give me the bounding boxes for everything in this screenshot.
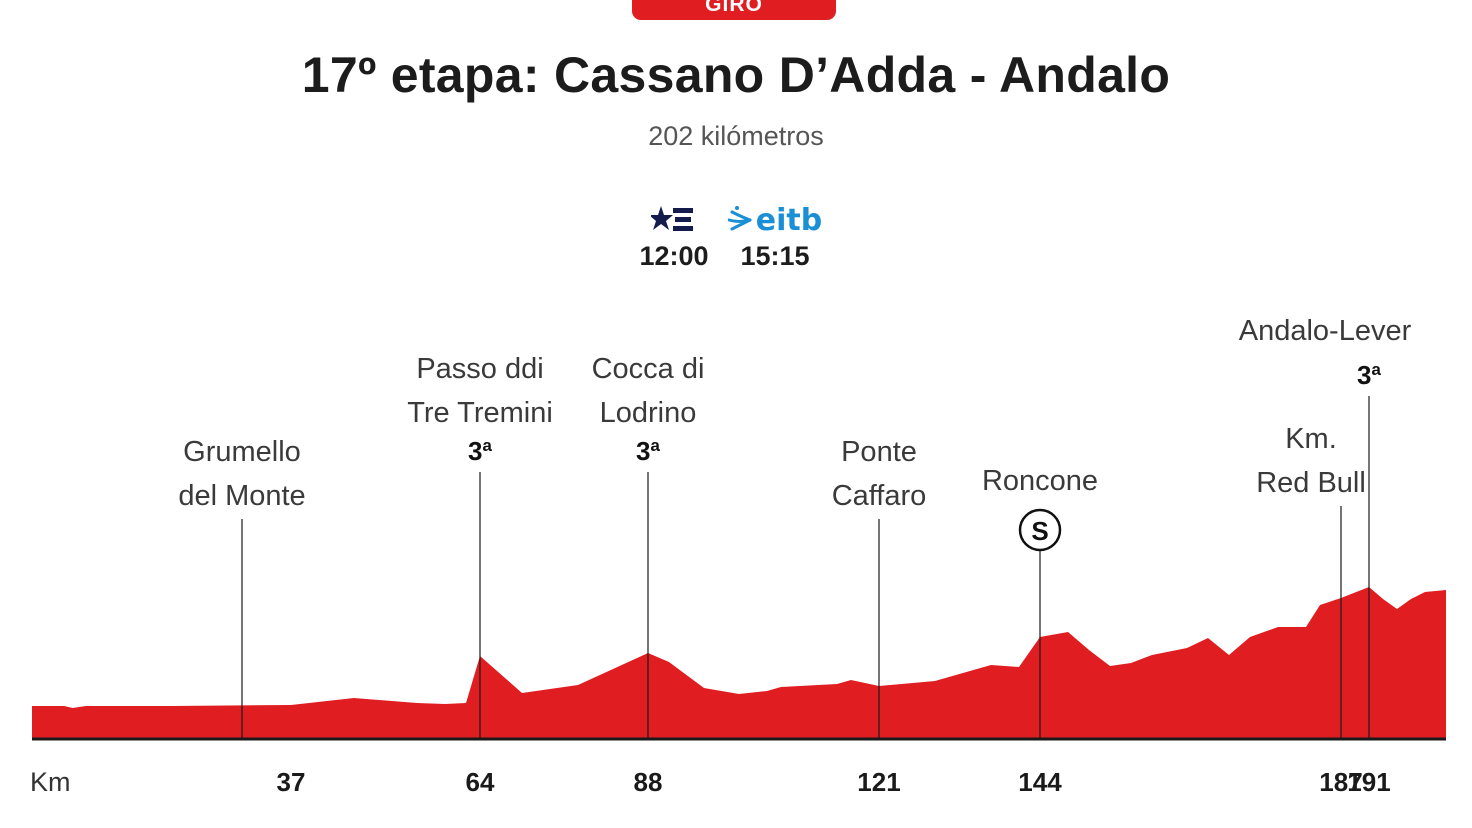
waypoint-name: Km. — [1285, 423, 1337, 455]
waypoint-name: Cocca di — [592, 353, 705, 385]
km-tick-label: 187 — [1319, 767, 1362, 797]
waypoint-name: Passo ddi — [416, 353, 543, 385]
km-tick-label: 64 — [466, 767, 495, 797]
stage-title: 17º etapa: Cassano D’Adda - Andalo — [301, 47, 1171, 103]
km-tick-label: 191 — [1347, 767, 1390, 797]
broadcast-time: 12:00 — [639, 241, 709, 271]
waypoint-name: del Monte — [178, 480, 305, 512]
climb-category-label: 3ª — [468, 436, 492, 466]
waypoint-name: Grumello — [183, 436, 301, 468]
waypoint-name: Tre Tremini — [407, 397, 553, 429]
broadcast-time: 15:15 — [740, 241, 810, 271]
eitb-logo-text: eitb — [755, 202, 823, 238]
sprint-label: S — [1031, 516, 1048, 546]
waypoint-name: Red Bull — [1256, 467, 1366, 499]
waypoint-name: Roncone — [982, 465, 1098, 497]
waypoint-name: Lodrino — [600, 397, 697, 429]
eurosport-icon — [630, 200, 718, 240]
climb-category-label: 3ª — [1357, 360, 1381, 390]
waypoint-name: Caffaro — [832, 480, 927, 512]
waypoint-name: Andalo-Lever — [1239, 315, 1412, 347]
eitb-icon: eitb — [726, 200, 824, 240]
stage-distance: 202 kilómetros — [648, 121, 824, 151]
km-tick-label: 121 — [857, 767, 900, 797]
km-tick-label: 144 — [1018, 767, 1062, 797]
climb-category-label: 3ª — [636, 436, 660, 466]
category-badge: GIRO — [632, 0, 836, 20]
x-axis-label: Km — [30, 767, 71, 797]
km-tick-label: 37 — [277, 767, 306, 797]
broadcast-eurosport: 12:00 — [630, 200, 718, 272]
km-tick-label: 88 — [634, 767, 663, 797]
waypoint-name: Ponte — [841, 436, 917, 468]
broadcast-eitb: eitb 15:15 — [726, 200, 824, 272]
elevation-area — [32, 587, 1446, 739]
